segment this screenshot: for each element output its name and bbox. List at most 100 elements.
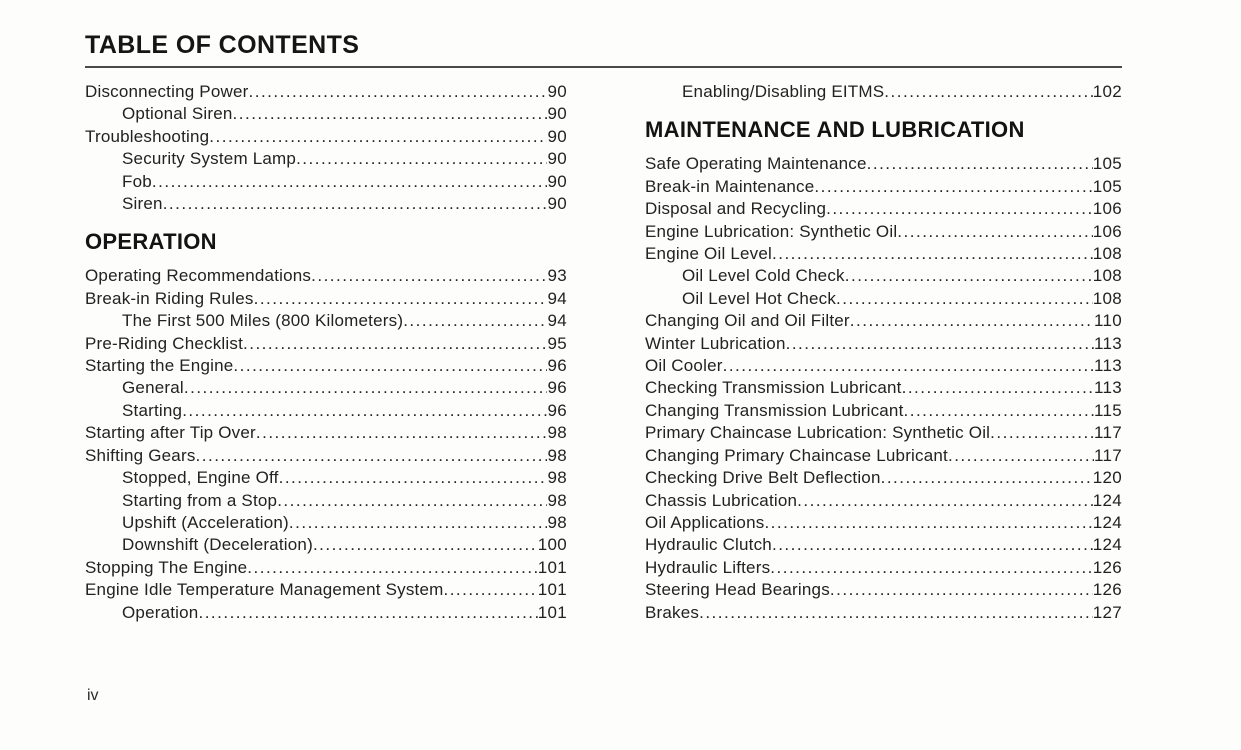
toc-entry: Upshift (Acceleration) 98 <box>85 512 567 534</box>
toc-entry-page: 96 <box>547 356 567 376</box>
toc-entry: Stopped, Engine Off 98 <box>85 467 567 489</box>
toc-entry-label: Checking Drive Belt Deflection <box>645 468 881 488</box>
dot-leader <box>184 377 548 399</box>
toc-entry-page: 106 <box>1092 199 1122 219</box>
toc-entry-label: Changing Transmission Lubricant <box>645 400 904 420</box>
toc-entry-label: Hydraulic Clutch <box>645 535 772 555</box>
toc-entry-label: Shifting Gears <box>85 445 196 465</box>
toc-entry-page: 115 <box>1093 400 1122 420</box>
toc-entry: Engine Oil Level 108 <box>645 243 1122 265</box>
toc-entry-page: 100 <box>537 535 567 555</box>
toc-entry-label: Engine Oil Level <box>645 244 772 264</box>
page-title: TABLE OF CONTENTS <box>85 31 360 59</box>
toc-entry: Starting after Tip Over 98 <box>85 422 567 444</box>
toc-entry-label: Chassis Lubrication <box>645 490 798 510</box>
toc-entry: Starting the Engine 96 <box>85 355 567 377</box>
dot-leader <box>786 333 1094 355</box>
dot-leader <box>249 81 548 103</box>
toc-entry: Operation 101 <box>85 602 567 624</box>
toc-column-right: Enabling/Disabling EITMS 102 MAINTENANCE A… <box>645 81 1122 624</box>
dot-leader <box>243 333 547 355</box>
toc-entry-label: Pre-Riding Checklist <box>85 333 243 353</box>
dot-leader <box>826 198 1093 220</box>
dot-leader <box>772 534 1093 556</box>
toc-entry: Disconnecting Power 90 <box>85 81 567 103</box>
toc-entry: Winter Lubrication 113 <box>645 333 1122 355</box>
toc-entry-page: 102 <box>1092 82 1122 101</box>
dot-leader <box>850 310 1094 332</box>
toc-entry: Brakes 127 <box>645 602 1122 624</box>
toc-entry-page: 108 <box>1092 266 1122 286</box>
toc-entry: Chassis Lubrication 124 <box>645 490 1122 512</box>
toc-entry-label: General <box>122 378 184 398</box>
dot-leader <box>279 467 548 489</box>
toc-entry: Downshift (Deceleration) 100 <box>85 534 567 556</box>
toc-entry-label: Engine Lubrication: Synthetic Oil <box>645 221 898 241</box>
toc-entry-page: 113 <box>1093 356 1122 376</box>
toc-entry-page: 110 <box>1093 311 1122 331</box>
toc-entry-label: Starting the Engine <box>85 356 234 376</box>
dot-leader <box>289 512 548 534</box>
section-heading: OPERATION <box>85 229 217 255</box>
dot-leader <box>163 193 548 215</box>
toc-entry: Hydraulic Lifters 126 <box>645 557 1122 579</box>
toc-entry: Checking Drive Belt Deflection 120 <box>645 467 1122 489</box>
toc-entry-label: Starting after Tip Over <box>85 423 256 443</box>
toc-entry-label: Starting <box>122 400 183 420</box>
toc-entry-label: Optional Siren <box>122 104 233 124</box>
toc-entry: Disposal and Recycling 106 <box>645 198 1122 220</box>
toc-entry-page: 120 <box>1092 468 1122 488</box>
dot-leader <box>948 445 1094 467</box>
toc-entry-label: Siren <box>122 194 163 214</box>
toc-entry-page: 90 <box>547 149 567 169</box>
dot-leader <box>233 355 547 377</box>
toc-entry: Safe Operating Maintenance 105 <box>645 153 1122 175</box>
toc-entry: Oil Level Cold Check 108 <box>645 265 1122 287</box>
toc-entry-label: Steering Head Bearings <box>645 580 830 600</box>
toc-entry-page: 124 <box>1092 490 1122 510</box>
toc-entry: Oil Applications 124 <box>645 512 1122 534</box>
toc-entry-page: 101 <box>537 557 567 577</box>
dot-leader <box>881 467 1093 489</box>
dot-leader <box>182 400 547 422</box>
toc-entry-label: Operating Recommendations <box>85 266 312 286</box>
dot-leader <box>196 445 548 467</box>
toc-entry-page: 95 <box>547 333 567 353</box>
toc-entry: Steering Head Bearings 126 <box>645 579 1122 601</box>
dot-leader <box>152 171 548 193</box>
dot-leader <box>277 490 547 512</box>
toc-entry-page: 101 <box>537 602 567 622</box>
dot-leader <box>296 148 547 170</box>
toc-entry: Oil Level Hot Check 108 <box>645 288 1122 310</box>
dot-leader <box>867 153 1093 175</box>
toc-entry-label: Operation <box>122 602 199 622</box>
toc-entry-label: Upshift (Acceleration) <box>122 512 289 532</box>
toc-entry: Changing Oil and Oil Filter 110 <box>645 310 1122 332</box>
dot-leader <box>403 310 547 332</box>
dot-leader <box>699 602 1093 624</box>
toc-entry-page: 90 <box>547 126 567 146</box>
toc-entry-page: 98 <box>547 423 567 443</box>
dot-leader <box>772 243 1093 265</box>
toc-entry: Shifting Gears 98 <box>85 445 567 467</box>
toc-entry: Security System Lamp 90 <box>85 148 567 170</box>
toc-entry: Changing Primary Chaincase Lubricant 117 <box>645 445 1122 467</box>
dot-leader <box>247 557 537 579</box>
dot-leader <box>797 490 1093 512</box>
toc-entry: Oil Cooler 113 <box>645 355 1122 377</box>
toc-entry: Fob 90 <box>85 171 567 193</box>
dot-leader <box>233 103 548 125</box>
toc-entry-label: Starting from a Stop <box>122 490 278 510</box>
toc-entry: Enabling/Disabling EITMS 102 <box>645 81 1122 103</box>
toc-entry-label: Break-in Riding Rules <box>85 288 254 308</box>
toc-entry-label: Safe Operating Maintenance <box>645 154 867 174</box>
toc-entry-page: 101 <box>537 580 567 600</box>
toc-entry-page: 108 <box>1092 288 1122 308</box>
toc-entry-label: Security System Lamp <box>122 149 297 169</box>
toc-entry-page: 98 <box>547 468 567 488</box>
toc-entry-page: 90 <box>547 194 567 214</box>
toc-entry: Hydraulic Clutch 124 <box>645 534 1122 556</box>
dot-leader <box>198 602 537 624</box>
dot-leader <box>884 81 1092 103</box>
toc-entry-label: Fob <box>122 171 152 191</box>
